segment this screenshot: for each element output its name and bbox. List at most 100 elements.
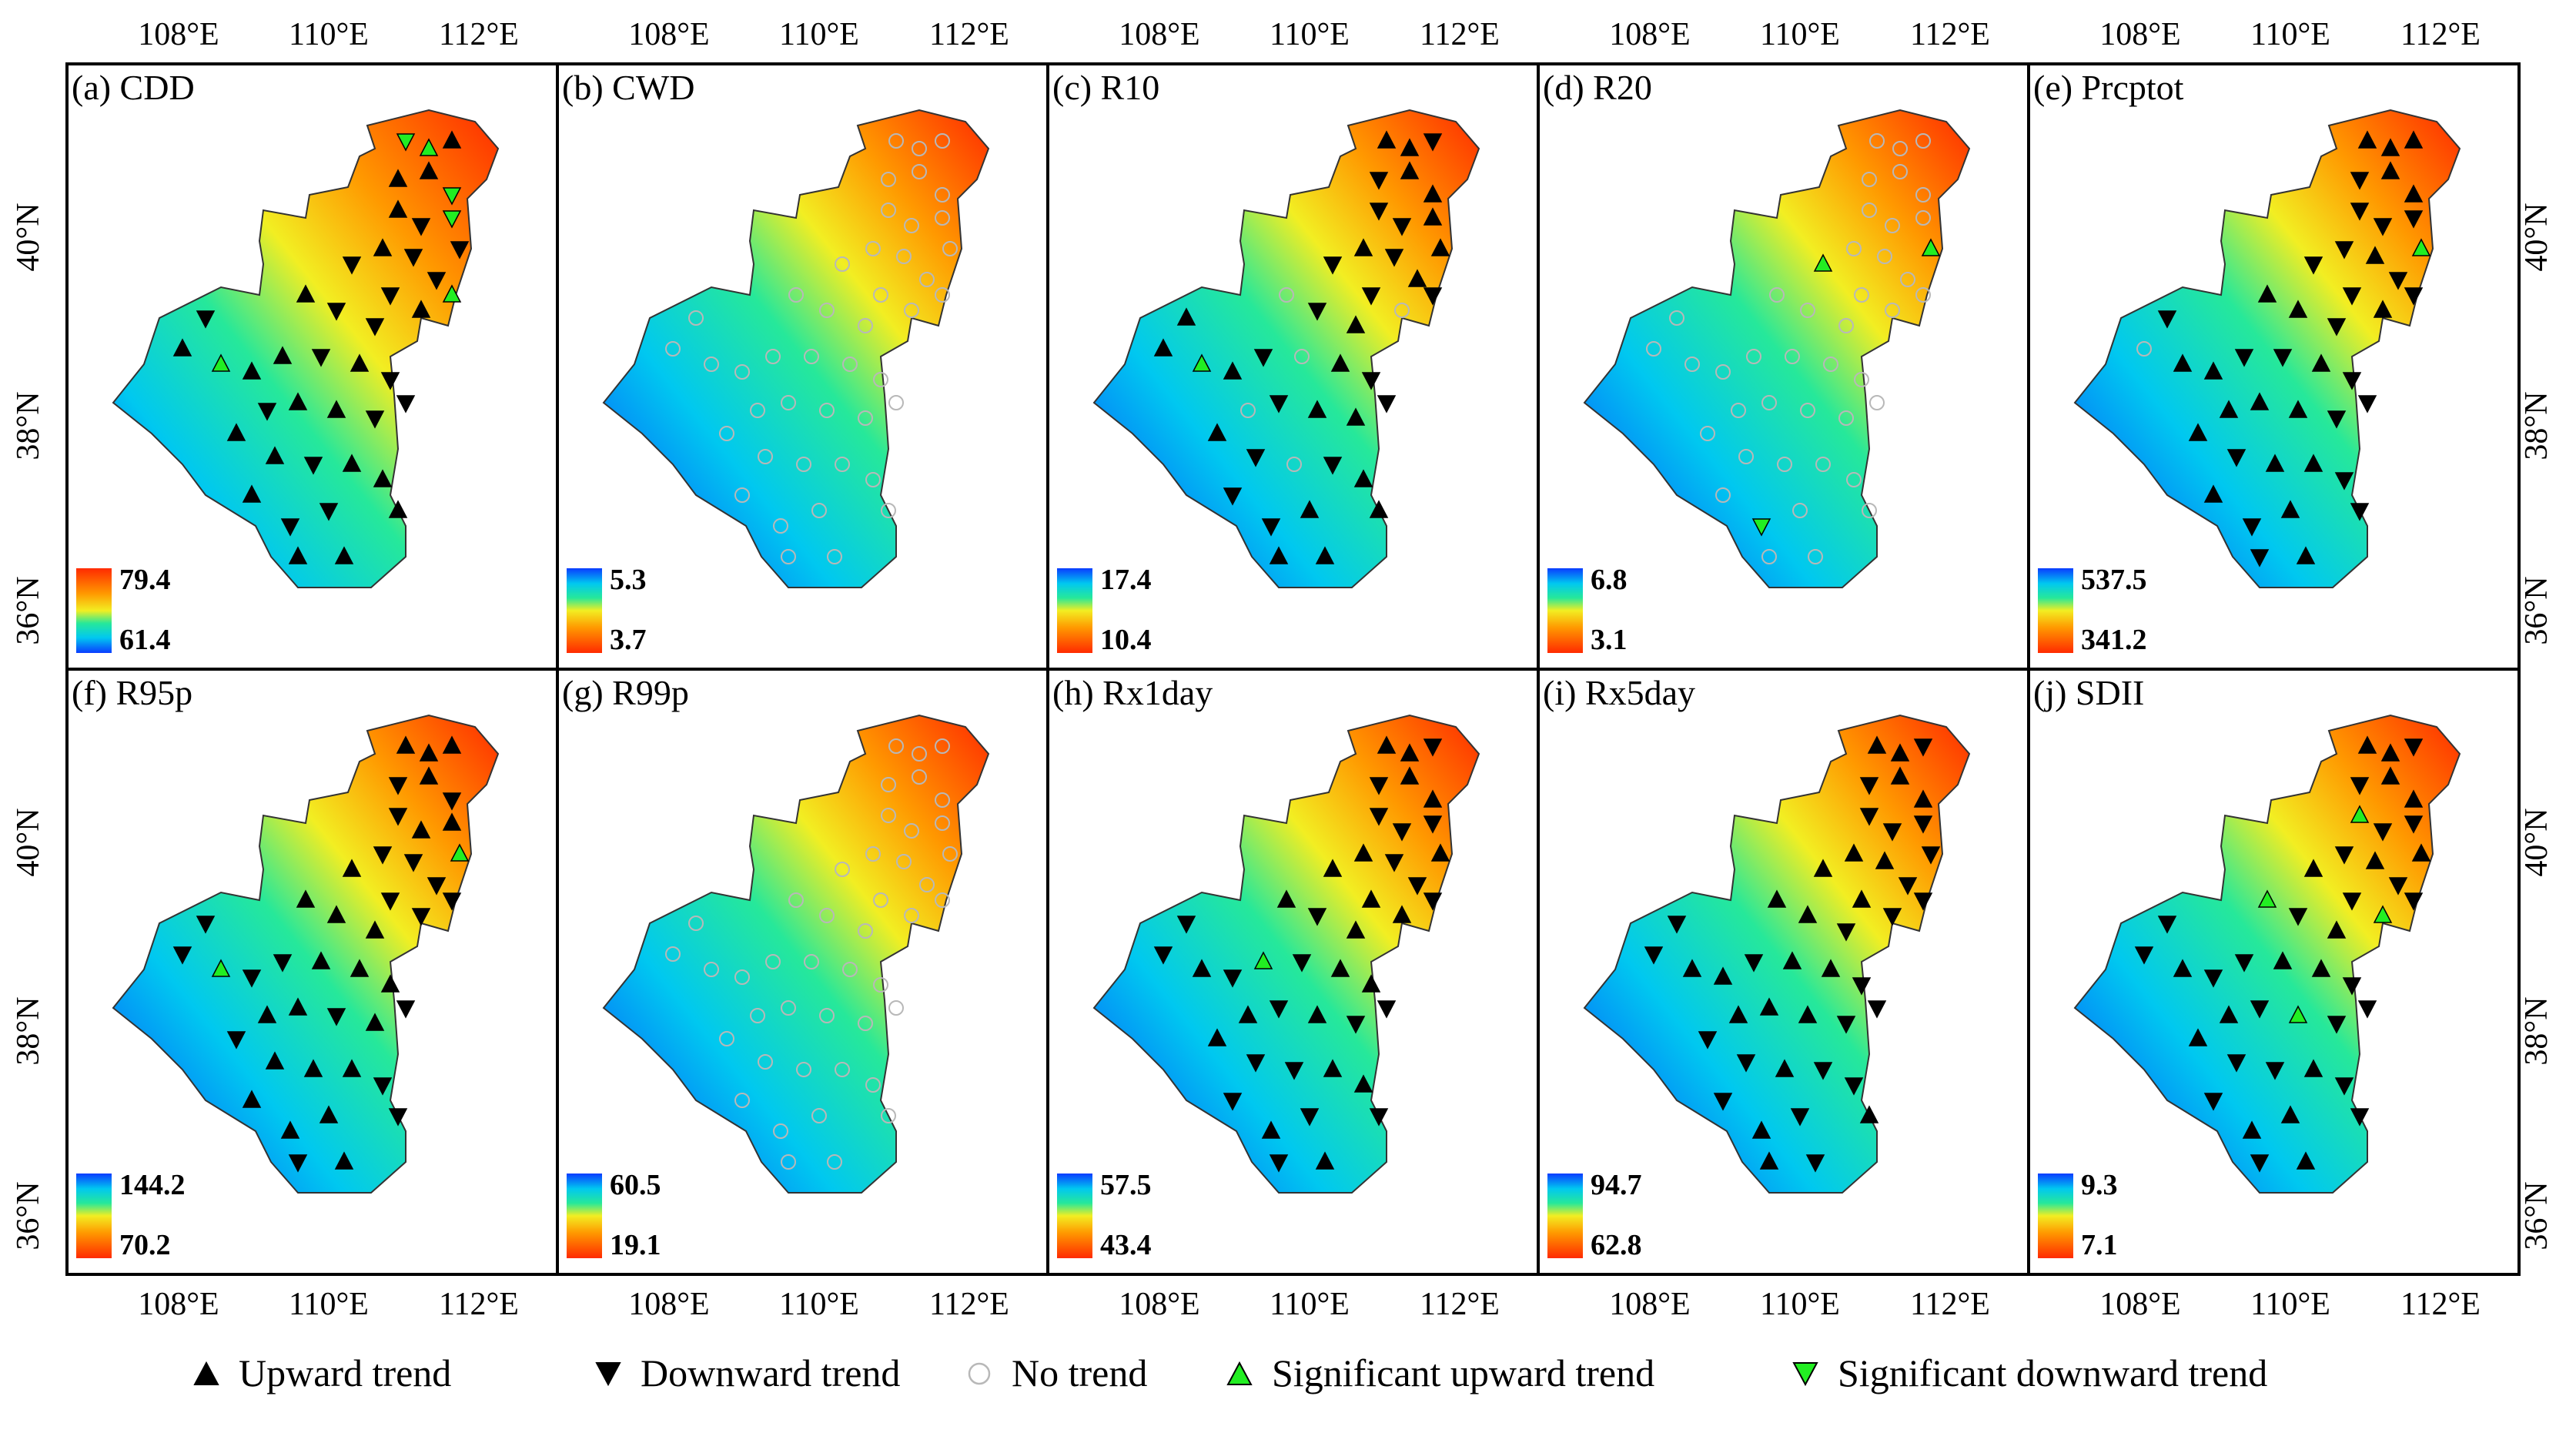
upward-trend-icon: [1353, 238, 1373, 256]
upward-trend-icon: [2365, 246, 2385, 264]
downward-trend-icon: [1882, 908, 1902, 926]
upward-trend-icon: [1207, 1028, 1227, 1046]
upward-trend-icon: [2380, 138, 2400, 156]
downward-trend-icon: [2250, 1000, 2270, 1019]
downward-trend-icon: [427, 272, 447, 290]
downward-trend-icon: [388, 1108, 408, 1127]
upward-trend-icon: [2250, 392, 2270, 410]
downward-trend-icon: [1369, 777, 1389, 795]
upward-trend-icon: [2365, 851, 2385, 869]
downward-trend-icon: [2342, 287, 2362, 306]
no-trend-icon: [888, 395, 904, 410]
colorbar-max: 57.5: [1100, 1169, 1152, 1201]
upward-trend-icon: [388, 500, 408, 518]
no-trend-icon: [1715, 487, 1731, 503]
map-panel: (g) R99p 60.5 19.1: [556, 668, 1049, 1276]
no-trend-icon: [873, 892, 888, 908]
map-panel: (j) SDII 9.3 7.1: [2027, 668, 2521, 1276]
downward-trend-icon: [2404, 210, 2424, 229]
no-trend-icon: [919, 877, 935, 892]
downward-trend-icon: [288, 1154, 308, 1173]
significant-downward-icon: [1792, 1362, 1818, 1387]
no-trend-icon: [1869, 133, 1885, 149]
upward-trend-icon: [2188, 423, 2208, 441]
downward-trend-icon: [2157, 916, 2177, 934]
upward-trend-icon: [1423, 789, 1443, 808]
downward-trend-icon: [2342, 372, 2362, 390]
upward-trend-icon: [2380, 161, 2400, 179]
no-trend-icon: [811, 503, 827, 518]
downward-trend-icon: [2242, 518, 2262, 537]
x-tick-top: 110°E: [779, 17, 859, 52]
significant-downward-icon: [442, 210, 462, 229]
colorbar-min: 62.8: [1591, 1229, 1642, 1261]
upward-trend-icon: [2296, 546, 2316, 564]
downward-trend-icon: [1261, 518, 1281, 537]
downward-trend-icon: [1269, 1154, 1289, 1173]
upward-trend-icon: [1261, 1120, 1281, 1139]
upward-trend-icon: [319, 1105, 339, 1123]
colorbar: [567, 568, 602, 653]
downward-trend-icon: [319, 503, 339, 521]
downward-trend-icon: [226, 1031, 246, 1050]
upward-trend-icon: [1330, 353, 1350, 372]
no-trend-icon: [904, 218, 919, 233]
no-trend-icon: [1846, 241, 1862, 256]
upward-trend-icon: [265, 1051, 285, 1070]
upward-trend-icon: [1176, 307, 1196, 326]
colorbar-min: 7.1: [2081, 1229, 2118, 1261]
no-trend-icon: [904, 908, 919, 923]
significant-upward-icon: [211, 353, 231, 372]
no-trend-icon: [935, 738, 950, 754]
upward-trend-icon: [1859, 1105, 1879, 1123]
downward-trend-icon: [380, 892, 400, 911]
significant-downward-icon: [442, 187, 462, 206]
downward-trend-icon: [1898, 877, 1918, 896]
no-trend-icon: [1885, 303, 1900, 318]
downward-trend-icon: [2350, 203, 2370, 221]
colorbar-min: 3.1: [1591, 624, 1628, 656]
y-tick-left: 38°N: [11, 391, 46, 460]
no-trend-icon: [1800, 403, 1815, 418]
upward-trend-icon: [1751, 1120, 1771, 1139]
upward-trend-icon: [1361, 974, 1381, 993]
no-trend-icon: [935, 187, 950, 203]
downward-trend-icon: [373, 846, 393, 865]
no-trend-icon: [835, 457, 850, 472]
x-tick-bottom: 112°E: [439, 1287, 519, 1322]
colorbar: [1057, 568, 1092, 653]
upward-trend-icon: [1875, 851, 1895, 869]
upward-trend-icon: [265, 446, 285, 464]
upward-trend-icon: [1798, 1005, 1818, 1023]
downward-trend-icon: [2357, 1000, 2377, 1019]
colorbar-max: 9.3: [2081, 1169, 2118, 1201]
upward-trend-icon: [342, 454, 362, 472]
x-tick-bottom: 112°E: [929, 1287, 1009, 1322]
x-tick-bottom: 108°E: [1609, 1287, 1690, 1322]
no-trend-icon: [881, 503, 896, 518]
downward-trend-icon: [1269, 1000, 1289, 1019]
no-trend-icon: [935, 210, 950, 226]
no-trend-icon: [1892, 141, 1908, 156]
upward-trend-icon: [1813, 859, 1833, 877]
y-tick-left: 40°N: [11, 808, 46, 876]
significant-upward-icon: [419, 138, 439, 156]
no-trend-icon: [704, 357, 719, 372]
no-trend-icon: [1761, 549, 1777, 564]
upward-trend-icon: [326, 400, 346, 418]
no-trend-icon: [1823, 357, 1838, 372]
legend-label: Downward trend: [641, 1351, 900, 1394]
x-tick-top: 108°E: [138, 17, 219, 52]
downward-trend-icon: [1377, 395, 1397, 413]
downward-trend-icon: [2265, 1062, 2285, 1080]
downward-trend-icon: [1369, 808, 1389, 826]
no-trend-icon: [865, 846, 881, 862]
downward-trend-icon: [2303, 256, 2323, 275]
downward-trend-icon: [442, 792, 462, 811]
downward-trend-icon: [450, 241, 470, 259]
upward-trend-icon: [1400, 766, 1420, 785]
upward-trend-icon: [1775, 1059, 1795, 1077]
colorbar: [1547, 568, 1583, 653]
no-trend-icon: [896, 854, 912, 869]
no-trend-icon: [968, 1362, 991, 1385]
